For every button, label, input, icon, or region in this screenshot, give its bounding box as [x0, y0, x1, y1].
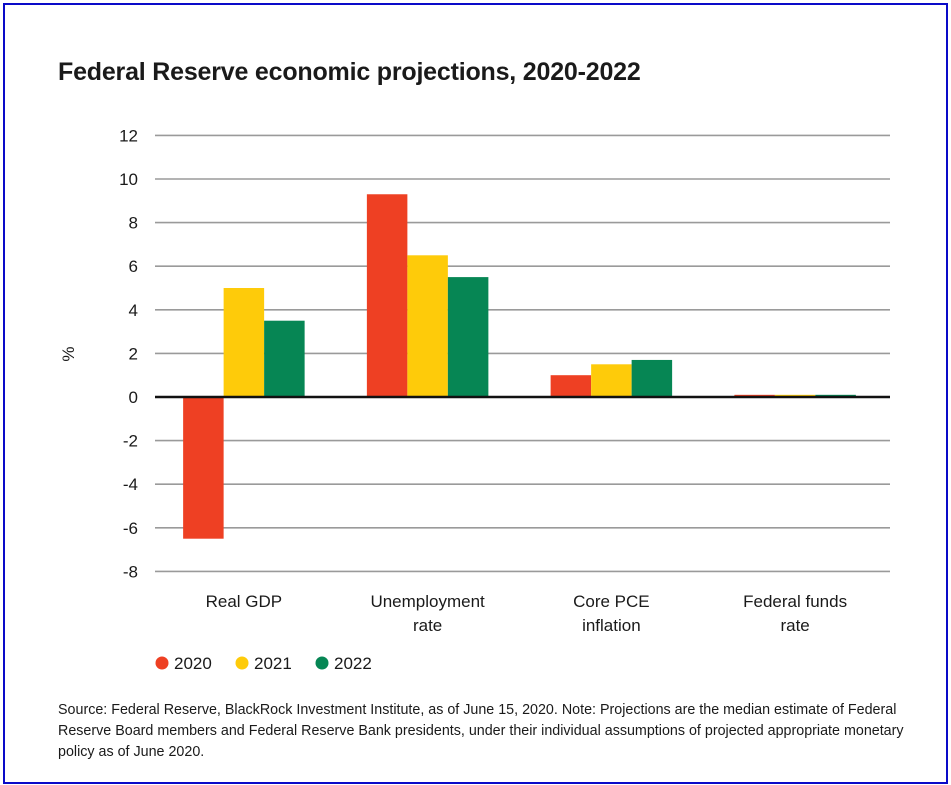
y-tick-label: -6 [123, 519, 138, 538]
bar-2022-0 [264, 320, 305, 397]
bar-2022-1 [447, 277, 489, 397]
bar-2020-2 [550, 375, 592, 397]
x-tick-label: inflation [582, 616, 641, 635]
gridlines [155, 134, 890, 573]
y-tick-label: 4 [129, 301, 138, 320]
y-tick-label: 8 [129, 214, 138, 233]
bar-2020-1 [366, 194, 408, 397]
y-tick-label: -8 [123, 562, 138, 581]
legend-label-2020: 2020 [174, 654, 212, 673]
bar-2020-0 [183, 397, 224, 539]
legend-marker-2022 [315, 656, 329, 670]
y-tick-label: -2 [123, 432, 138, 451]
x-tick-label: rate [780, 616, 809, 635]
x-tick-label: Core PCE [573, 592, 650, 611]
chart-frame [3, 3, 948, 784]
y-axis-ticks: 12 10 8 6 4 2 0 -2 -4 -6 -8 [119, 126, 138, 581]
legend: 2020 2021 2022 [155, 654, 372, 673]
legend-marker-2020 [155, 656, 169, 670]
bar-2021-0 [223, 288, 265, 397]
y-tick-label: 0 [129, 388, 138, 407]
x-tick-label: Real GDP [206, 592, 283, 611]
bars [183, 194, 856, 539]
bar-2022-2 [631, 359, 673, 397]
y-tick-label: 6 [129, 257, 138, 276]
legend-marker-2021 [235, 656, 249, 670]
y-tick-label: -4 [123, 475, 138, 494]
bar-2021-1 [407, 255, 448, 397]
x-tick-label: Unemployment [370, 592, 485, 611]
y-tick-label: 2 [129, 344, 138, 363]
x-axis-labels: Real GDP Unemployment rate Core PCE inflatio… [206, 592, 847, 635]
x-tick-label: rate [413, 616, 442, 635]
y-tick-label: 12 [119, 126, 138, 145]
legend-label-2022: 2022 [334, 654, 372, 673]
bar-chart: 12 10 8 6 4 2 0 -2 -4 -6 -8 % Real GDP Unemployment… [59, 126, 890, 673]
x-tick-label: Federal funds [743, 592, 847, 611]
y-axis-label: % [59, 346, 78, 361]
bar-2021-2 [591, 364, 632, 397]
source-note: Source: Federal Reserve, BlackRock Inves… [58, 702, 904, 760]
chart-title: Federal Reserve economic projections, 20… [58, 58, 641, 86]
y-tick-label: 10 [119, 170, 138, 189]
legend-label-2021: 2021 [254, 654, 292, 673]
